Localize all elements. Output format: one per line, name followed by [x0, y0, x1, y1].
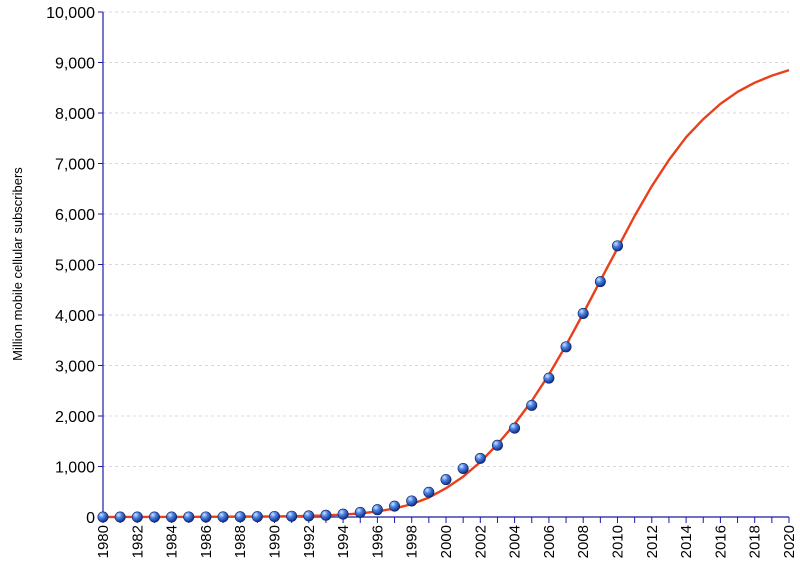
data-point — [594, 276, 606, 288]
data-point — [440, 474, 452, 486]
data-point — [303, 510, 315, 522]
y-axis-title: Million mobile cellular subscribers — [10, 167, 25, 361]
y-tick-label: 9,000 — [55, 56, 95, 73]
gridlines — [103, 11, 789, 467]
data-point — [320, 509, 332, 521]
y-tick-label: 5,000 — [55, 258, 95, 275]
x-tick-label: 1982 — [129, 525, 146, 558]
data-point — [474, 452, 486, 464]
x-tick-label: 2006 — [541, 525, 558, 558]
y-tick-label: 2,000 — [55, 409, 95, 426]
x-tick-label: 2014 — [678, 525, 695, 558]
data-point — [114, 511, 126, 523]
data-point — [406, 495, 418, 507]
x-tick-label: 2008 — [575, 525, 592, 558]
trend-line — [102, 68, 790, 519]
data-point — [286, 510, 298, 522]
data-point — [234, 511, 246, 523]
x-tick-label: 2010 — [610, 525, 627, 558]
y-tick-label: 0 — [86, 510, 95, 527]
data-point — [526, 399, 538, 411]
data-point — [577, 307, 589, 319]
data-point — [97, 511, 109, 523]
x-tick-label: 1988 — [232, 525, 249, 558]
data-point — [217, 511, 229, 523]
x-tick-label: 1984 — [164, 525, 181, 558]
x-tick-label: 2018 — [747, 525, 764, 558]
trend-line-path — [102, 68, 790, 519]
data-point — [148, 511, 160, 523]
x-tick-label: 1994 — [335, 525, 352, 558]
x-tick-label: 2000 — [438, 525, 455, 558]
data-point — [337, 508, 349, 520]
data-point — [166, 511, 178, 523]
data-point — [543, 372, 555, 384]
data-point — [200, 511, 212, 523]
data-point — [251, 511, 263, 523]
data-point — [560, 341, 572, 353]
data-point — [423, 486, 435, 498]
x-tick-label: 1990 — [267, 525, 284, 558]
data-point — [183, 511, 195, 523]
data-point — [354, 506, 366, 518]
data-point — [371, 504, 383, 516]
y-tick-label: 7,000 — [55, 157, 95, 174]
data-point — [131, 511, 143, 523]
data-point — [389, 500, 401, 512]
data-point — [509, 422, 521, 434]
y-tick-label: 6,000 — [55, 207, 95, 224]
y-tick-label: 1,000 — [55, 460, 95, 477]
y-tick-label: 4,000 — [55, 308, 95, 325]
x-tick-label: 1980 — [95, 525, 112, 558]
data-point — [611, 240, 623, 252]
x-tick-label: 1998 — [404, 525, 421, 558]
y-tick-label: 10,000 — [46, 5, 95, 22]
data-points — [97, 240, 623, 523]
data-point — [457, 462, 469, 474]
x-tick-label: 2016 — [712, 525, 729, 558]
x-tick-label: 2002 — [472, 525, 489, 558]
x-tick-label: 2020 — [781, 525, 798, 558]
x-tick-label: 1986 — [198, 525, 215, 558]
x-tick-label: 2004 — [507, 525, 524, 558]
axes — [98, 11, 790, 523]
x-tick-label: 1992 — [301, 525, 318, 558]
y-tick-label: 3,000 — [55, 359, 95, 376]
data-point — [268, 510, 280, 522]
tick-labels: 0 1,000 2,000 3,000 4,000 5,000 6,000 7,000 8,00… — [46, 5, 798, 558]
x-tick-label: 2012 — [644, 525, 661, 558]
x-tick-label: 1996 — [369, 525, 386, 558]
y-tick-label: 8,000 — [55, 106, 95, 123]
data-point — [491, 439, 503, 451]
